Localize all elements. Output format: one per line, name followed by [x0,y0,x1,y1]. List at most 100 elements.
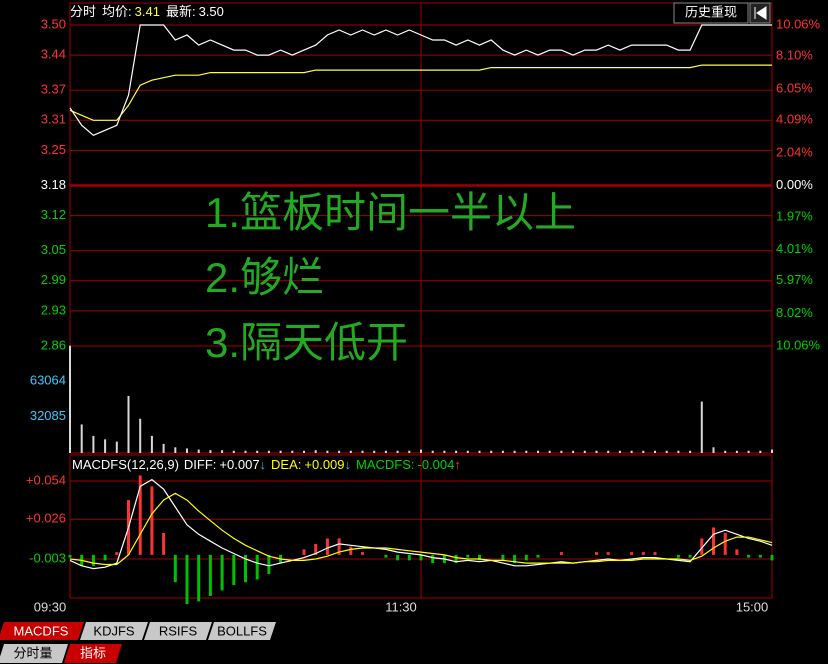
tab-label[interactable]: 指标 [80,645,106,660]
volume-bar [548,450,551,453]
macd-bar [641,552,645,555]
macd-bar [267,554,271,575]
tab[interactable] [0,644,68,663]
volume-bar [560,450,563,453]
y2-tick-label: 6.05% [776,80,813,95]
volume-bar [420,449,422,453]
volume-bar [186,448,188,453]
volume-bar [735,450,738,453]
macd-bar [536,554,540,558]
header: 分时 均价: 3.41 最新: 3.50 [70,4,224,19]
legend-value: +0.009 [304,457,344,472]
macd-bar [712,527,715,555]
macd-bar [244,554,247,583]
price-line [69,24,772,136]
volume-bar [490,450,493,453]
replay-icon-shape [754,6,767,20]
macd-bar [232,554,236,585]
volume-bar [232,450,235,453]
macd-title: MACDFS(12,26,9) [72,457,179,472]
tab-label[interactable]: BOLLFS [217,623,267,638]
y2-tick-label: 8.02% [776,305,813,320]
volume-bar [314,450,317,453]
history-button[interactable] [673,2,749,24]
volume-bar [326,450,329,453]
macd-bar [407,554,411,561]
y2-tick-label: 2.04% [776,144,813,159]
volume-bar [92,435,95,453]
y-tick-label: 3.05 [41,242,66,257]
price-line [69,64,772,121]
volume-bar [197,449,200,453]
volume-bar [618,450,621,453]
volume-bar [665,450,668,453]
macd-bar [255,554,259,580]
macd-bar [758,554,762,558]
tab[interactable] [0,622,84,640]
y2-tick-label: 5.97% [776,272,813,287]
y-tick-label: -0.003 [29,550,66,565]
x-tick-label: 09:30 [34,599,67,614]
macd-bar [185,554,189,605]
volume-bar [583,450,586,453]
volume-bar [209,450,212,453]
tab-label[interactable]: KDJFS [93,623,135,638]
volume-bar [630,450,633,453]
macd-bar [747,554,751,558]
volume-bar [303,450,305,453]
legend-value: +0.007 [219,457,259,472]
history-button-label[interactable]: 历史重现 [685,4,737,19]
y-tick-label: 2.86 [41,337,66,352]
macd-bar [208,554,212,596]
y2-tick-label: 0.00% [776,177,813,192]
y-tick-label: 3.44 [41,47,66,62]
volume-bar [221,450,224,453]
macd-bar [173,554,177,583]
volume-bar [373,450,376,453]
macd-bar [735,549,739,555]
y2-tick-label: 4.09% [776,112,813,127]
tab[interactable] [64,644,122,663]
macd-bar [524,554,528,561]
tab[interactable] [208,622,276,640]
macd-bar [478,554,481,561]
volume-bar [466,450,469,453]
volume-bar [537,450,539,453]
x-tick-label: 15:00 [736,599,769,614]
volume-bar [595,450,598,453]
annotation: 2.够烂 [205,254,324,301]
volume-bar [443,450,446,453]
volume-bar [267,450,270,453]
macd-bar [630,552,634,555]
tab-label[interactable]: MACDFS [14,623,69,638]
legend-arrow: ↑ [454,457,461,472]
y2-tick-label: 1.97% [776,208,813,223]
volume-bar [724,450,727,453]
y2-tick-label: 4.01% [776,241,813,256]
volume-bar [572,450,575,453]
annotation: 1.篮板时间一半以上 [205,189,576,236]
macd-bar [115,552,119,555]
tab[interactable] [144,622,212,640]
volume-bar [162,443,165,453]
volume-bar [607,450,610,453]
legend-name: 最新: [166,4,196,19]
macd-bar [162,532,166,555]
volume-bar [455,450,458,453]
y2-tick-label: 10.06% [776,337,821,352]
tab-label[interactable]: 分时量 [13,645,52,660]
legend-name: DIFF: [184,457,217,472]
macd-bar [220,554,224,591]
volume-bar [771,449,773,453]
macd-bar [653,552,657,555]
volume-bar [104,439,107,453]
volume-bar [174,447,177,453]
volume-bar [115,441,118,453]
y-tick-label: 32085 [30,408,66,423]
tab-label[interactable]: RSIFS [159,623,198,638]
tab[interactable] [80,622,148,640]
volume-bar [361,450,364,453]
volume-bar [689,450,692,453]
